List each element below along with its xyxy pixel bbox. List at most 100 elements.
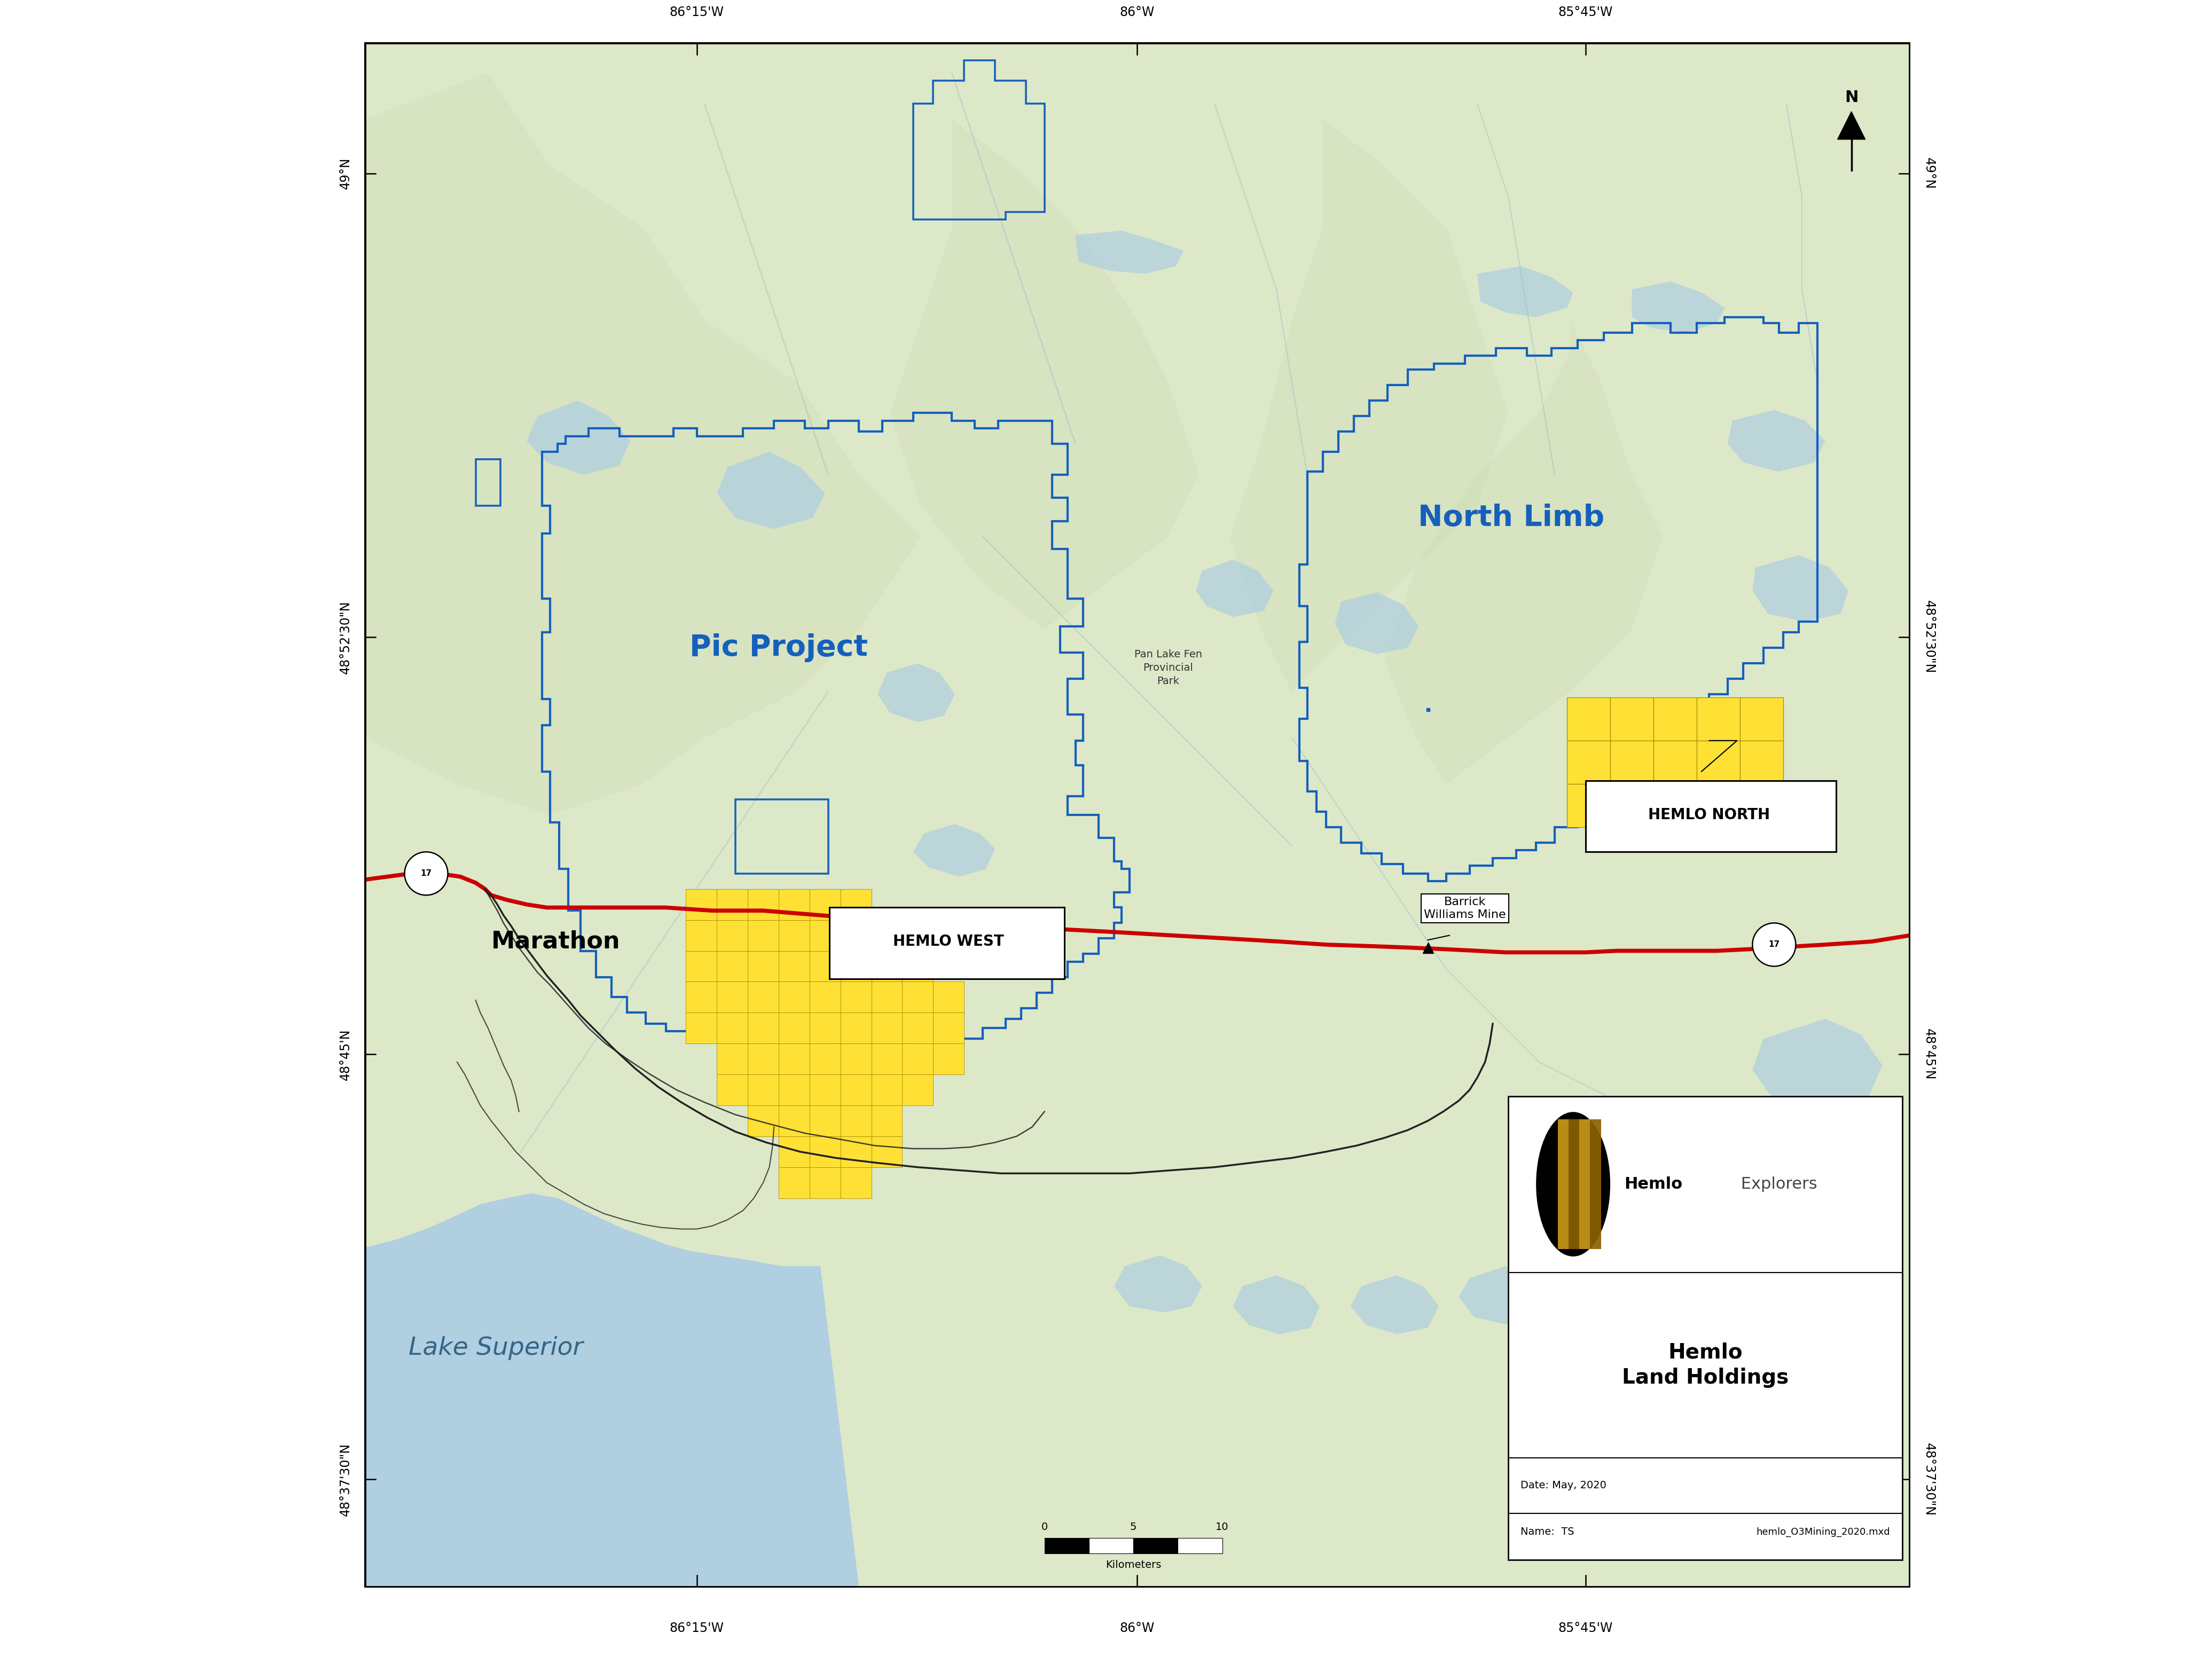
Text: Explorers: Explorers [1736, 1176, 1817, 1191]
Bar [1590, 1119, 1601, 1250]
Bar [903, 1043, 934, 1075]
Polygon shape [1752, 554, 1848, 622]
Bar [809, 1075, 840, 1105]
Bar [840, 1075, 870, 1105]
Bar [934, 1013, 964, 1043]
Bar [1579, 1119, 1590, 1250]
Text: 86°15'W: 86°15'W [669, 7, 724, 18]
Polygon shape [1334, 593, 1419, 654]
Bar [840, 1136, 870, 1168]
Bar [1653, 697, 1697, 741]
Bar [717, 1013, 748, 1043]
Bar [934, 981, 964, 1013]
Text: 48°37'30"N: 48°37'30"N [339, 1443, 352, 1515]
Bar [840, 981, 870, 1013]
Text: 48°52'30"N: 48°52'30"N [1922, 600, 1935, 674]
Text: 17: 17 [1769, 941, 1780, 949]
Bar [840, 889, 870, 921]
Text: 0: 0 [1041, 1522, 1048, 1532]
Text: 10: 10 [1216, 1522, 1229, 1532]
Bar [1089, 1539, 1133, 1554]
Text: 48°52'30"N: 48°52'30"N [339, 600, 352, 674]
Bar [1653, 741, 1697, 785]
Circle shape [405, 852, 448, 895]
Polygon shape [1682, 1282, 1793, 1359]
Bar [1179, 1539, 1223, 1554]
Polygon shape [914, 825, 995, 877]
Text: 49°N: 49°N [1922, 158, 1935, 190]
Bar [717, 921, 748, 951]
Bar [1133, 1539, 1179, 1554]
Text: hemlo_O3Mining_2020.mxd: hemlo_O3Mining_2020.mxd [1756, 1527, 1890, 1537]
Text: 17: 17 [420, 870, 431, 877]
Bar [934, 1043, 964, 1075]
Bar [809, 1013, 840, 1043]
Text: Kilometers: Kilometers [1104, 1559, 1161, 1569]
Text: 49°N: 49°N [339, 158, 352, 190]
Polygon shape [1229, 119, 1509, 690]
Polygon shape [890, 119, 1198, 630]
Bar [1697, 741, 1741, 785]
Text: 48°37'30"N: 48°37'30"N [1922, 1443, 1935, 1515]
Bar [903, 981, 934, 1013]
Polygon shape [1233, 1275, 1319, 1334]
Bar [903, 951, 934, 981]
Bar [1557, 1119, 1568, 1250]
Bar [779, 1043, 809, 1075]
Bar [779, 921, 809, 951]
Bar [809, 921, 840, 951]
FancyBboxPatch shape [829, 907, 1065, 979]
Bar [870, 1075, 903, 1105]
Bar [748, 1105, 779, 1136]
Bar [1045, 1539, 1089, 1554]
Polygon shape [1459, 1267, 1551, 1326]
Polygon shape [365, 72, 921, 815]
Bar [840, 1105, 870, 1136]
Bar [748, 951, 779, 981]
Bar [748, 889, 779, 921]
Text: Marathon: Marathon [492, 931, 621, 953]
Text: 86°15'W: 86°15'W [669, 1621, 724, 1635]
Polygon shape [1758, 1173, 1876, 1255]
Bar [1610, 697, 1653, 741]
Bar [903, 1075, 934, 1105]
Bar [748, 921, 779, 951]
Bar [687, 1013, 717, 1043]
Bar [1566, 741, 1610, 785]
Text: North Limb: North Limb [1417, 504, 1605, 533]
Bar [779, 951, 809, 981]
Text: 48°45'N: 48°45'N [339, 1028, 352, 1080]
Text: Barrick
Williams Mine: Barrick Williams Mine [1424, 897, 1507, 921]
Text: HEMLO NORTH: HEMLO NORTH [1649, 808, 1769, 822]
Polygon shape [1562, 1307, 1666, 1368]
Bar [1610, 785, 1653, 827]
Bar [779, 981, 809, 1013]
Bar [717, 889, 748, 921]
Bar [809, 1043, 840, 1075]
FancyBboxPatch shape [1586, 781, 1835, 852]
Bar [840, 921, 870, 951]
Bar [809, 1136, 840, 1168]
Bar [1697, 697, 1741, 741]
Bar [779, 1136, 809, 1168]
Polygon shape [1728, 410, 1826, 472]
Text: HEMLO WEST: HEMLO WEST [892, 934, 1004, 949]
Polygon shape [1384, 321, 1662, 785]
Bar [870, 1043, 903, 1075]
Text: 48°45'N: 48°45'N [1922, 1028, 1935, 1080]
Text: Date: May, 2020: Date: May, 2020 [1520, 1480, 1607, 1490]
Polygon shape [717, 452, 824, 529]
Bar [1566, 697, 1610, 741]
Text: 85°45'W: 85°45'W [1557, 7, 1612, 18]
Text: Name:  TS: Name: TS [1520, 1527, 1575, 1537]
Bar [717, 1075, 748, 1105]
Polygon shape [1837, 111, 1866, 139]
Text: 5: 5 [1131, 1522, 1137, 1532]
Bar [687, 981, 717, 1013]
Bar [748, 1075, 779, 1105]
Bar [1566, 785, 1610, 827]
Bar [779, 1105, 809, 1136]
Text: N: N [1844, 91, 1859, 106]
Polygon shape [1752, 1018, 1883, 1112]
Polygon shape [365, 1193, 859, 1588]
